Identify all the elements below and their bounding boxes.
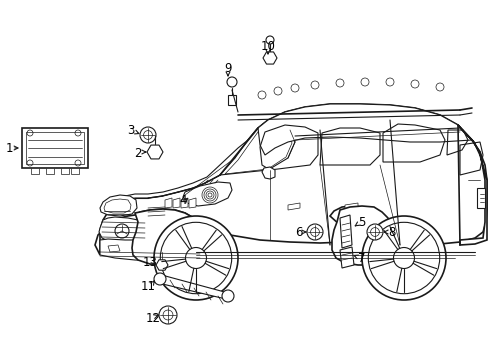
- Polygon shape: [31, 168, 39, 174]
- Circle shape: [435, 83, 443, 91]
- Circle shape: [273, 87, 282, 95]
- Circle shape: [159, 306, 177, 324]
- Polygon shape: [108, 245, 120, 252]
- Circle shape: [154, 216, 238, 300]
- Circle shape: [290, 84, 298, 92]
- Circle shape: [154, 273, 165, 285]
- Text: 3: 3: [127, 123, 134, 136]
- Polygon shape: [61, 168, 69, 174]
- Polygon shape: [147, 145, 163, 159]
- Text: 9: 9: [224, 62, 231, 75]
- Circle shape: [226, 77, 237, 87]
- Circle shape: [115, 224, 129, 238]
- Polygon shape: [71, 168, 79, 174]
- Text: 1: 1: [5, 141, 13, 154]
- Polygon shape: [46, 168, 54, 174]
- Polygon shape: [339, 247, 353, 268]
- Polygon shape: [262, 167, 274, 179]
- Circle shape: [335, 79, 343, 87]
- Text: 13: 13: [142, 256, 157, 269]
- Polygon shape: [22, 128, 88, 168]
- Polygon shape: [263, 52, 276, 64]
- Circle shape: [222, 290, 234, 302]
- Text: 2: 2: [134, 147, 142, 159]
- Polygon shape: [183, 182, 231, 206]
- Polygon shape: [154, 274, 231, 300]
- Text: 8: 8: [387, 225, 395, 239]
- Polygon shape: [258, 104, 471, 155]
- Circle shape: [258, 91, 265, 99]
- Polygon shape: [331, 206, 389, 265]
- Polygon shape: [476, 188, 484, 208]
- Polygon shape: [345, 203, 357, 210]
- Polygon shape: [156, 260, 168, 270]
- Polygon shape: [181, 198, 187, 208]
- Circle shape: [361, 216, 445, 300]
- Polygon shape: [287, 203, 299, 210]
- Circle shape: [360, 78, 368, 86]
- Text: 4: 4: [179, 194, 186, 207]
- Circle shape: [306, 224, 323, 240]
- Polygon shape: [99, 217, 148, 244]
- Polygon shape: [189, 198, 196, 208]
- Polygon shape: [457, 125, 486, 245]
- Polygon shape: [132, 209, 198, 265]
- Text: 5: 5: [358, 216, 365, 229]
- Text: 10: 10: [260, 40, 275, 53]
- Polygon shape: [227, 95, 236, 105]
- Text: 11: 11: [140, 280, 155, 293]
- Circle shape: [385, 78, 393, 86]
- Circle shape: [140, 127, 156, 143]
- Circle shape: [366, 224, 382, 240]
- Polygon shape: [220, 120, 294, 175]
- Polygon shape: [100, 239, 200, 261]
- Polygon shape: [108, 140, 247, 212]
- Text: 12: 12: [145, 311, 160, 324]
- Polygon shape: [339, 215, 351, 248]
- Circle shape: [310, 81, 318, 89]
- Polygon shape: [164, 198, 172, 208]
- Polygon shape: [95, 104, 486, 255]
- Polygon shape: [173, 198, 180, 208]
- Text: 6: 6: [295, 225, 302, 239]
- Polygon shape: [100, 195, 137, 216]
- Circle shape: [410, 80, 418, 88]
- Text: 7: 7: [358, 252, 365, 265]
